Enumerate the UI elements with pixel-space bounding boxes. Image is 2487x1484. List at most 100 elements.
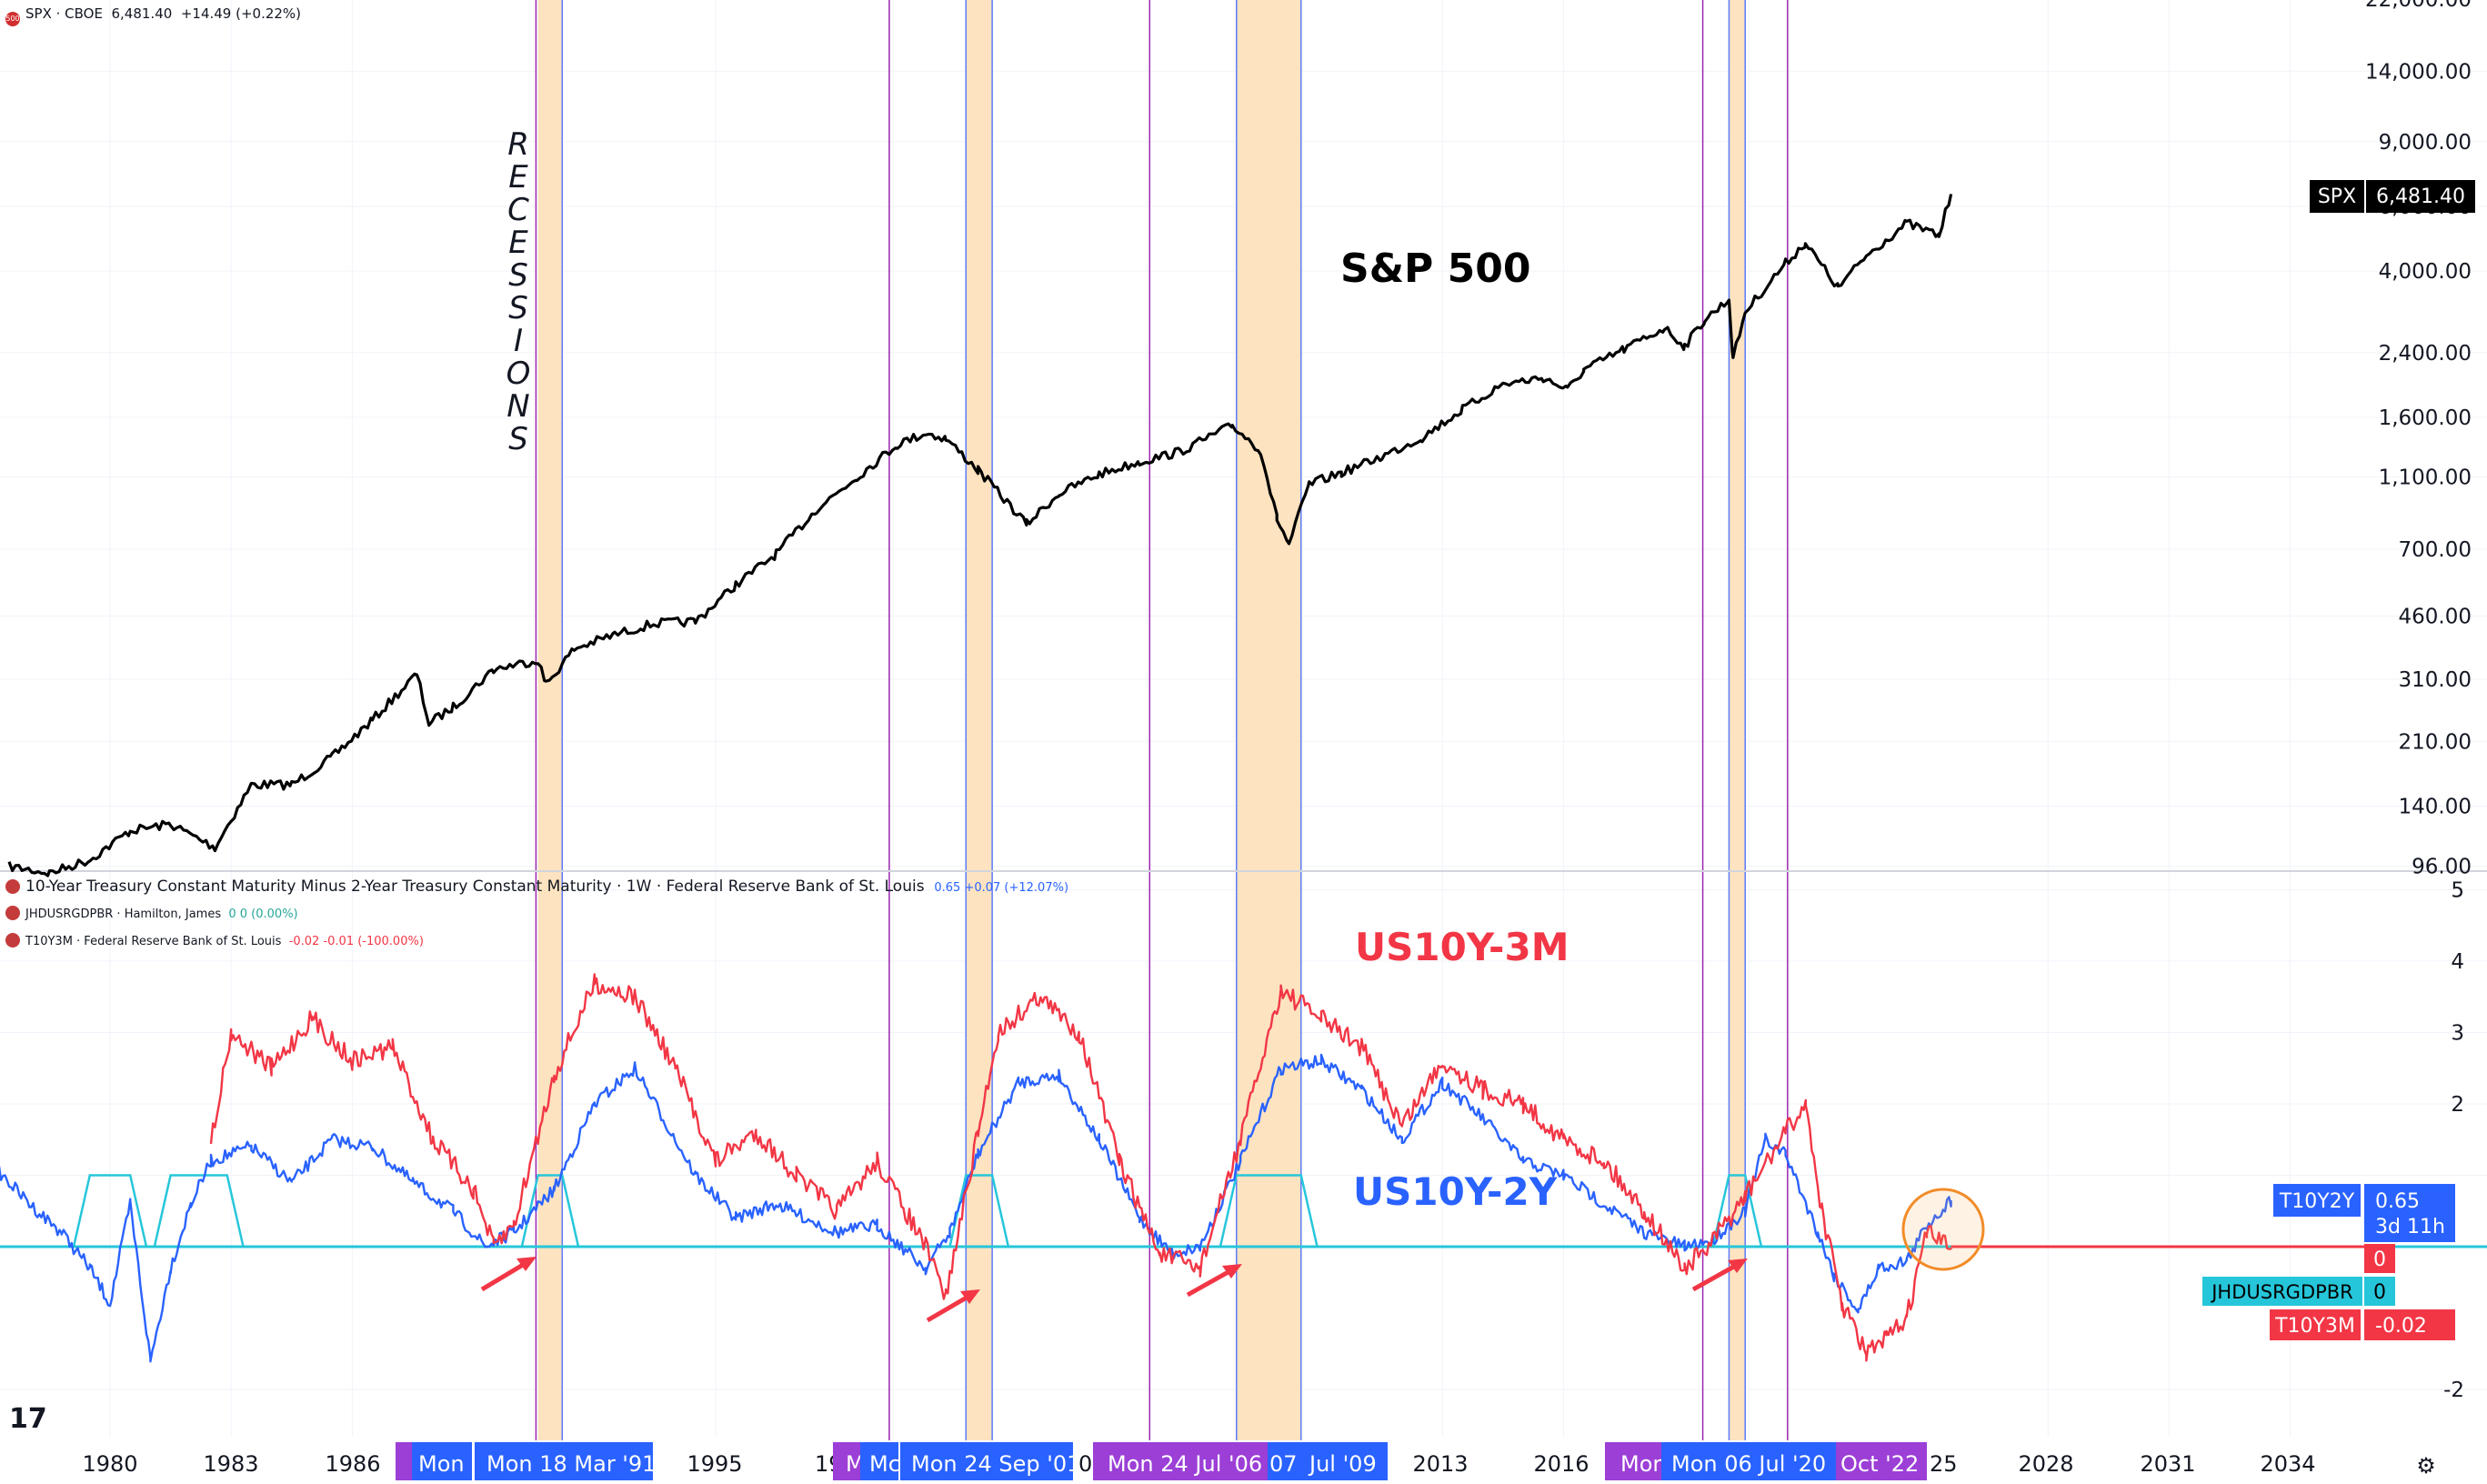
- indicator-legend-3[interactable]: T10Y3M · Federal Reserve Bank of St. Lou…: [5, 933, 424, 948]
- time-tick: 2028: [2018, 1451, 2073, 1477]
- settings-icon[interactable]: ⚙: [2416, 1453, 2436, 1479]
- date-tag-label: Mon :: [418, 1451, 478, 1477]
- date-tag-label: Mon 18 Mar '91: [486, 1451, 656, 1477]
- recession-bands: [537, 0, 1746, 1440]
- recessions-letter: N: [506, 388, 529, 425]
- time-tick: 1980: [82, 1451, 137, 1477]
- indicator-title: T10Y3M · Federal Reserve Bank of St. Lou…: [25, 935, 282, 948]
- time-tick: 1995: [687, 1451, 742, 1477]
- indicator-legend-1[interactable]: 10-Year Treasury Constant Maturity Minus…: [5, 877, 1068, 896]
- rates-axis-tick: 2: [2451, 1093, 2464, 1117]
- us10y3m-line: [209, 973, 1952, 1362]
- indicator-values: -0.02 -0.01 (-100.00%): [288, 935, 424, 948]
- symbol-legend[interactable]: 500 SPX · CBOE 6,481.40 +14.49 (+0.22%): [5, 5, 301, 26]
- rates-axis-tick: -2: [2443, 1379, 2464, 1402]
- spx-line: [7, 194, 1953, 877]
- arrow-shaft: [926, 1292, 973, 1323]
- jhd-step: [72, 1174, 148, 1248]
- inversion-arrows: [480, 1257, 1748, 1323]
- t10y2y-tag-value: 0.65: [2375, 1190, 2420, 1213]
- jhd-step: [1218, 1174, 1319, 1248]
- time-tick: 2016: [1533, 1451, 1589, 1477]
- spx-tag-value: 6,481.40: [2376, 186, 2465, 208]
- time-tick: 2034: [2260, 1451, 2315, 1477]
- us10y2y-label: US10Y-2Y: [1353, 1169, 1558, 1214]
- recessions-letter: E: [508, 159, 528, 196]
- recessions-letter: O: [506, 356, 531, 392]
- date-tag-purple[interactable]: [396, 1442, 414, 1480]
- date-tag-purple[interactable]: [1605, 1442, 1661, 1480]
- time-tick-fragment: 0: [1078, 1451, 1092, 1477]
- jhd-step: [153, 1174, 245, 1248]
- recessions-letter: E: [508, 225, 528, 261]
- date-tag-purple[interactable]: [1093, 1442, 1268, 1480]
- t10y2y-tag-name: T10Y2Y: [2279, 1190, 2355, 1213]
- date-tag[interactable]: [412, 1442, 472, 1480]
- time-tick-fragment: 25: [1930, 1451, 1958, 1477]
- recessions-letter: R: [507, 126, 529, 163]
- time-tick: 2013: [1412, 1451, 1468, 1477]
- jhd-price-tag[interactable]: JHDUSRGDPBR 0: [2202, 1277, 2395, 1306]
- zero-price-tag[interactable]: 0: [2364, 1244, 2395, 1273]
- time-tick: 1986: [325, 1451, 380, 1477]
- arrow-shaft: [480, 1259, 529, 1292]
- highlight-circle: [1901, 1188, 1985, 1271]
- spx-axis-tick: 1,600.00: [2379, 406, 2472, 430]
- t10y3m-price-tag[interactable]: T10Y3M -0.02: [2270, 1309, 2455, 1340]
- t10y2y-price-tag[interactable]: T10Y2Y 0.65 3d 11h: [2273, 1184, 2455, 1242]
- indicator-values: 0.65 +0.07 (+12.07%): [934, 881, 1069, 895]
- spx-axis-tick: 14,000.00: [2365, 60, 2472, 84]
- symbol-line: SPX · CBOE: [25, 5, 103, 22]
- date-tag-purple[interactable]: [1836, 1442, 1927, 1480]
- arrow-shaft: [1186, 1267, 1235, 1298]
- spx-axis-tick: 700.00: [2399, 538, 2472, 562]
- spx-axis-tick: 460.00: [2399, 606, 2472, 629]
- time-tick: 1983: [203, 1451, 258, 1477]
- time-axis: 1980 1983 1986 1995 2013 2016 2028 2031 …: [9, 1403, 2436, 1480]
- spx-pane: [7, 194, 1953, 877]
- arrow-head: [960, 1289, 980, 1304]
- time-tick: 2031: [2140, 1451, 2195, 1477]
- rates-axis-tick: 3: [2451, 1022, 2464, 1046]
- arrow-head: [1728, 1258, 1748, 1273]
- date-tag[interactable]: [1268, 1442, 1388, 1480]
- spx-axis-tick: 140.00: [2399, 795, 2472, 818]
- arrow-shaft: [1691, 1261, 1740, 1292]
- rates-axis-tick: 4: [2451, 950, 2464, 974]
- symbol-price: 6,481.40: [111, 5, 173, 22]
- t10y3m-tag-value: -0.02: [2375, 1315, 2427, 1338]
- date-tag[interactable]: [860, 1442, 898, 1480]
- fred-flag-icon: [5, 906, 20, 920]
- jhd-step: [520, 1174, 580, 1248]
- symbol-change: +14.49 (+0.22%): [180, 5, 302, 22]
- date-tag[interactable]: [1661, 1442, 1836, 1480]
- date-tag-fragment: Mor: [1620, 1451, 1661, 1477]
- tradingview-logo[interactable]: 17: [9, 1403, 47, 1435]
- recession-band: [966, 0, 993, 1440]
- date-tag-label: Jul '09: [1308, 1451, 1377, 1477]
- countdown-label: 3d 11h: [2375, 1216, 2445, 1238]
- indicator-title: JHDUSRGDPBR · Hamilton, James: [25, 907, 222, 921]
- date-tag-label: Mon 06 Jul '20: [1671, 1451, 1826, 1477]
- indicator-legend-2[interactable]: JHDUSRGDPBR · Hamilton, James 0 0 (0.00%…: [5, 906, 298, 921]
- spx-axis-tick: 210.00: [2399, 730, 2472, 754]
- spx-price-axis: 22,000.0014,000.009,000.006,000.004,000.…: [2365, 0, 2472, 879]
- recession-band: [1236, 0, 1301, 1440]
- date-tag[interactable]: [475, 1442, 653, 1480]
- date-tag-purple[interactable]: [833, 1442, 860, 1480]
- date-tag[interactable]: [900, 1442, 1073, 1480]
- arrow-head: [516, 1257, 537, 1271]
- indicator-title: 10-Year Treasury Constant Maturity Minus…: [25, 877, 925, 896]
- spx-price-tag[interactable]: SPX 6,481.40: [2310, 180, 2475, 213]
- arrow-head: [1222, 1264, 1242, 1278]
- fred-flag-icon: [5, 933, 20, 948]
- spx-axis-tick: 9,000.00: [2379, 131, 2472, 155]
- recessions-letter: S: [508, 421, 528, 457]
- date-tag-fragment: Mc: [869, 1451, 900, 1477]
- spx-badge-icon: 500: [5, 12, 20, 26]
- spx-axis-tick: 96.00: [2412, 856, 2472, 879]
- rates-price-axis: 5 4 3 2 -2: [2443, 879, 2464, 1403]
- recessions-letter: S: [508, 290, 528, 326]
